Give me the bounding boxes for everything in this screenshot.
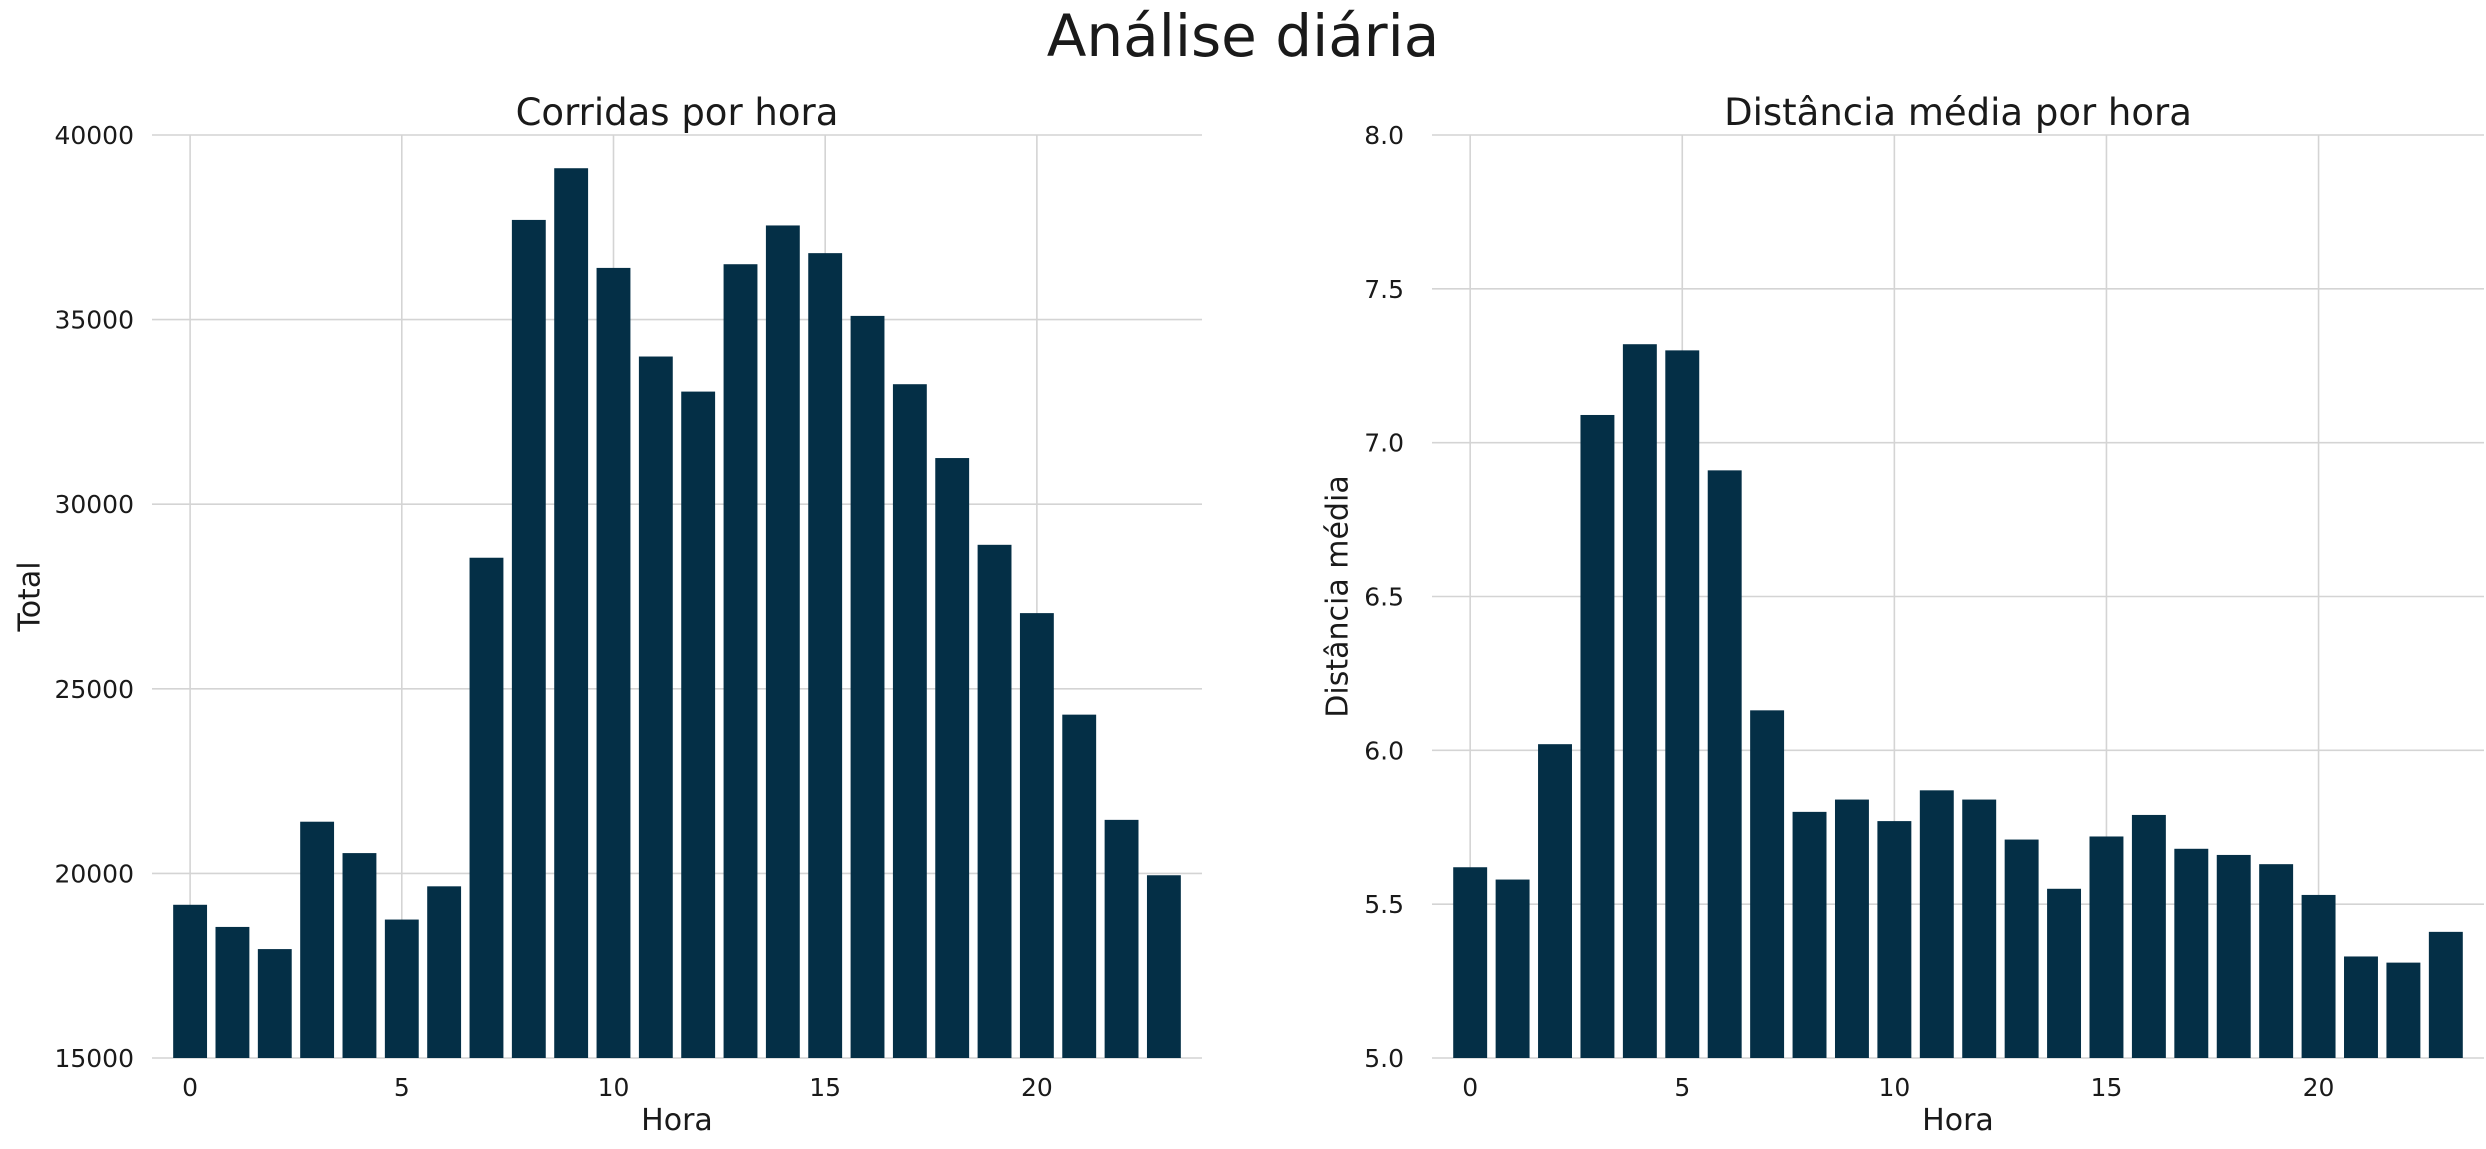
x-tick-label: 10 (1878, 1073, 1910, 1102)
y-tick-label: 15000 (54, 1044, 134, 1073)
bar-hour-21 (1062, 714, 1097, 1058)
bar-hour-11 (1919, 790, 1954, 1058)
x-axis-label: Hora (641, 1103, 713, 1138)
x-tick-label: 15 (809, 1073, 841, 1102)
bar-hour-3 (300, 821, 335, 1058)
bar-hour-0 (1453, 867, 1488, 1058)
bar-hour-9 (554, 168, 589, 1058)
y-axis-label: Distância média (1321, 475, 1356, 717)
x-tick-label: 15 (2091, 1073, 2123, 1102)
bar-hour-10 (1877, 821, 1912, 1058)
y-tick-label: 40000 (54, 121, 134, 150)
bar-hour-13 (723, 264, 758, 1059)
bar-hour-2 (257, 949, 292, 1058)
bar-hour-15 (2089, 836, 2124, 1058)
figure-title: Análise diária (1046, 2, 1440, 70)
y-tick-label: 7.5 (1364, 275, 1404, 304)
bar-hour-18 (935, 458, 970, 1058)
bar-hour-4 (342, 853, 377, 1058)
bar-hour-22 (2386, 962, 2421, 1058)
bar-hour-20 (2301, 894, 2336, 1058)
y-tick-label: 6.5 (1364, 583, 1404, 612)
x-tick-label: 0 (182, 1073, 198, 1102)
bar-hour-8 (511, 219, 546, 1058)
bar-hour-6 (427, 886, 462, 1058)
bar-hour-12 (1962, 799, 1997, 1058)
x-tick-label: 20 (1021, 1073, 1053, 1102)
bar-hour-8 (1792, 811, 1827, 1058)
bar-hour-9 (1834, 799, 1869, 1058)
bar-hour-16 (850, 315, 885, 1059)
y-axis-label: Total (13, 561, 48, 632)
bar-hour-4 (1622, 344, 1657, 1058)
bar-hour-5 (384, 919, 419, 1058)
bar-hour-17 (892, 384, 927, 1059)
bar-hour-13 (2004, 839, 2039, 1058)
bar-hour-12 (681, 391, 716, 1058)
bar-hour-11 (638, 356, 673, 1058)
x-tick-label: 20 (2303, 1073, 2335, 1102)
bar-hour-16 (2131, 814, 2166, 1058)
y-tick-label: 30000 (54, 490, 134, 519)
x-tick-label: 5 (394, 1073, 410, 1102)
bar-hour-14 (765, 225, 800, 1059)
x-tick-label: 5 (1674, 1073, 1690, 1102)
bar-hour-20 (1019, 613, 1054, 1058)
bar-hour-1 (215, 926, 250, 1058)
y-tick-label: 7.0 (1364, 429, 1404, 458)
bar-hour-14 (2047, 888, 2082, 1058)
bar-hour-23 (2428, 931, 2463, 1058)
bar-hour-1 (1495, 879, 1530, 1058)
bar-hour-2 (1538, 744, 1572, 1058)
bar-hour-15 (808, 253, 843, 1059)
bar-hour-3 (1580, 414, 1615, 1058)
x-axis-label: Hora (1922, 1103, 1994, 1138)
bar-hour-7 (469, 557, 504, 1058)
x-tick-label: 10 (598, 1073, 630, 1102)
y-tick-label: 8.0 (1364, 121, 1404, 150)
bar-hour-19 (977, 544, 1012, 1058)
bar-hour-19 (2259, 864, 2294, 1058)
y-tick-label: 20000 (54, 859, 134, 888)
y-tick-label: 5.0 (1364, 1044, 1404, 1073)
bar-hour-5 (1665, 350, 1700, 1058)
x-tick-label: 0 (1462, 1073, 1478, 1102)
bar-hour-23 (1146, 875, 1181, 1058)
bar-hour-22 (1104, 819, 1139, 1058)
bar-hour-0 (173, 904, 208, 1058)
chart-panel-2: 5.0 5.5 6.0 6.5 7.0 7.5 8.0 0 5 10 15 20 Distância m… (1321, 91, 2484, 1138)
chart-panel-1: 15000 20000 25000 30000 35000 40000 0 5 10 15 20 Co… (13, 91, 1202, 1138)
y-tick-label: 5.5 (1364, 890, 1404, 919)
bar-hour-17 (2174, 848, 2209, 1058)
chart-title: Distância média por hora (1724, 91, 2192, 134)
y-tick-label: 35000 (54, 306, 134, 335)
y-tick-label: 25000 (54, 675, 134, 704)
bar-hour-18 (2216, 854, 2251, 1058)
bar-hour-6 (1707, 470, 1742, 1058)
chart-title: Corridas por hora (516, 91, 839, 134)
y-tick-label: 6.0 (1364, 736, 1404, 765)
bar-hour-7 (1750, 710, 1785, 1058)
bar-hour-10 (596, 267, 631, 1058)
bar-hour-21 (2344, 956, 2378, 1058)
